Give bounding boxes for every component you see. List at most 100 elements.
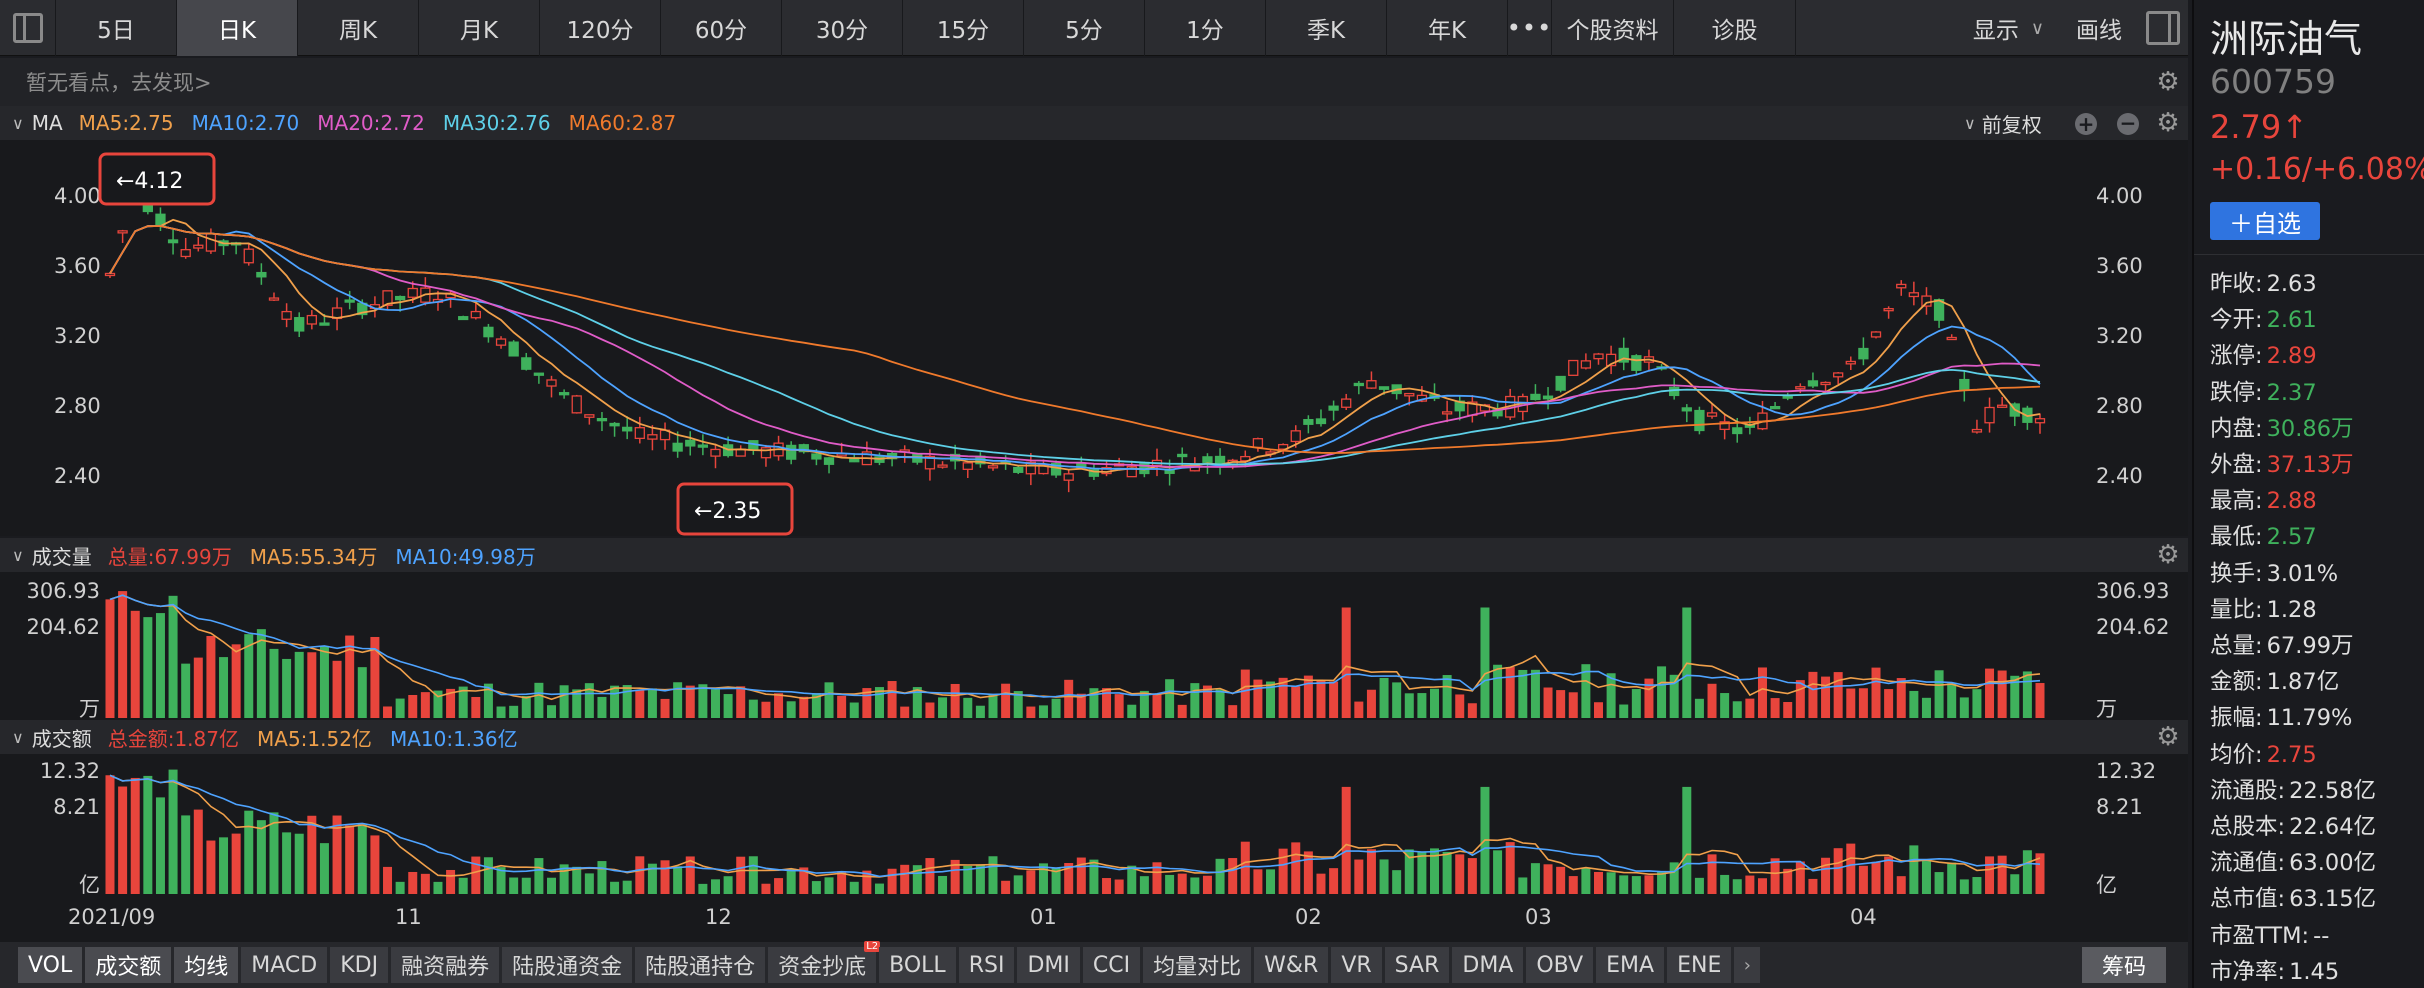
chevron-down-icon[interactable]: ∨	[12, 113, 24, 133]
indicator-tab[interactable]: VOL	[18, 947, 83, 983]
ma-pane-title[interactable]: MA	[31, 111, 63, 135]
volume-bar	[1266, 681, 1276, 718]
indicator-tab[interactable]: MACD	[241, 947, 328, 983]
indicator-tab[interactable]: 陆股通持仓	[635, 947, 766, 983]
tab-period[interactable]: 年K	[1387, 0, 1508, 56]
amount-pane-title[interactable]: 成交额	[31, 726, 92, 751]
volume-bar	[458, 686, 468, 718]
volume-bar	[673, 866, 683, 894]
indicator-tab[interactable]: VR	[1331, 947, 1382, 983]
tab-period[interactable]: 月K	[419, 0, 540, 56]
x-axis-label: 01	[1030, 905, 1057, 929]
volume-bar	[1064, 863, 1074, 894]
volume-chart[interactable]: 306.93 306.93 204.62 204.62 万 万	[0, 572, 2188, 721]
volume-bar	[294, 833, 304, 894]
indicator-tab[interactable]: RSI	[958, 947, 1015, 983]
gear-icon[interactable]: ⚙	[2156, 108, 2180, 138]
volume-bar	[1795, 861, 1805, 894]
insight-hint-text[interactable]: 暂无看点，去发现>	[26, 71, 212, 95]
add-watchlist-button[interactable]: ＋自选	[2210, 202, 2320, 240]
chevron-down-icon[interactable]: ∨	[12, 727, 24, 747]
indicator-tab[interactable]: EMA	[1596, 947, 1665, 983]
quote-value: --	[2313, 922, 2330, 949]
quote-row: 换手: 3.01%	[2210, 556, 2338, 588]
amount-chart-area[interactable]: 12.32 12.32 8.21 8.21 亿 亿 2021/09 11 12 01 02 03 04	[0, 754, 2188, 942]
amount-chart[interactable]: 12.32 12.32 8.21 8.21 亿 亿 2021/09 11 12 01 02 03 04	[0, 754, 2188, 942]
volume-pane-title[interactable]: 成交量	[31, 544, 92, 569]
indicator-tab[interactable]: 均线	[174, 947, 239, 983]
indicator-tab[interactable]: ENE	[1667, 947, 1732, 983]
volume-bar	[1404, 849, 1414, 894]
sidebar-toggle-icon[interactable]	[0, 0, 56, 56]
more-periods-button[interactable]: •••	[1507, 0, 1552, 56]
kline-chart-area[interactable]: 4.00 4.00 3.60 3.60 3.20 3.20 2.80 2.80 2.40 2.40…	[0, 140, 2188, 536]
volume-bar	[256, 629, 266, 718]
candle-body	[1719, 421, 1730, 431]
zoom-out-icon[interactable]: −	[2117, 113, 2139, 135]
tab-period[interactable]: 周K	[298, 0, 419, 56]
tab-period[interactable]: 季K	[1266, 0, 1387, 56]
tab-period[interactable]: 15分	[903, 0, 1024, 56]
draw-line-button[interactable]: 画线	[2076, 18, 2122, 44]
stock-diagnosis-button[interactable]: 诊股	[1674, 0, 1796, 56]
quote-label: 市净率:	[2210, 958, 2286, 985]
quote-row: 市净率: 1.45	[2210, 954, 2339, 986]
volume-bar	[761, 883, 771, 894]
volume-bar	[1228, 705, 1238, 718]
stock-profile-button[interactable]: 个股资料	[1552, 0, 1674, 56]
indicator-tab[interactable]: KDJ	[330, 947, 389, 983]
volume-bar	[1909, 845, 1919, 894]
volume-bar	[1783, 868, 1793, 894]
tab-period[interactable]: 5日	[56, 0, 177, 56]
indicator-tab[interactable]: CCI	[1082, 947, 1141, 983]
indicator-tab[interactable]: W&R	[1254, 947, 1329, 983]
volume-bar	[1026, 706, 1036, 718]
gear-icon[interactable]: ⚙	[2156, 67, 2180, 97]
volume-bar	[647, 863, 657, 894]
tab-period[interactable]: 30分	[782, 0, 903, 56]
insight-hint-bar[interactable]: 暂无看点，去发现>	[0, 58, 2188, 106]
candle-body	[1870, 331, 1882, 338]
indicator-tab[interactable]: 陆股通资金	[502, 947, 633, 983]
tab-period[interactable]: 60分	[661, 0, 782, 56]
tab-period[interactable]: 120分	[540, 0, 661, 56]
ma-line	[109, 225, 2041, 471]
candle-body	[1013, 466, 1024, 473]
volume-bar	[1720, 693, 1730, 718]
candle-body	[1441, 411, 1453, 415]
tab-period[interactable]: 5分	[1024, 0, 1145, 56]
quote-label: 均价:	[2210, 741, 2263, 768]
volume-bar	[181, 663, 191, 718]
tab-period[interactable]: 1分	[1145, 0, 1266, 56]
indicator-tab[interactable]: DMA	[1452, 947, 1524, 983]
kline-chart[interactable]: 4.00 4.00 3.60 3.60 3.20 3.20 2.80 2.80 2.40 2.40…	[0, 140, 2188, 536]
indicator-tab[interactable]: 均量对比	[1143, 947, 1252, 983]
chip-distribution-button[interactable]: 筹码	[2081, 947, 2166, 983]
chevron-down-icon[interactable]: ∨	[12, 545, 24, 565]
candle-body	[1353, 382, 1364, 387]
volume-chart-area[interactable]: 306.93 306.93 204.62 204.62 万 万	[0, 572, 2188, 721]
volume-bar	[1493, 850, 1503, 894]
volume-bar	[1266, 869, 1276, 894]
volume-bar	[938, 697, 948, 718]
indicator-tab[interactable]: SAR	[1384, 947, 1450, 983]
indicator-tab[interactable]: BOLL	[879, 947, 956, 983]
volume-bar	[786, 701, 796, 718]
indicator-tab[interactable]: 资金抄底 L2	[768, 941, 881, 983]
adjust-dropdown[interactable]: ∨ 前复权	[1964, 106, 2042, 140]
x-axis-label: 2021/09	[68, 905, 155, 929]
display-dropdown[interactable]: 显示 ∨	[1957, 0, 2060, 56]
tab-period[interactable]: 日K	[177, 0, 298, 56]
candle-body	[558, 392, 570, 396]
volume-bar	[1732, 879, 1742, 894]
indicator-tab[interactable]: OBV	[1526, 947, 1594, 983]
volume-bar	[130, 610, 140, 718]
indicator-tab[interactable]: DMI	[1017, 947, 1080, 983]
right-panel-toggle-icon[interactable]	[2138, 0, 2188, 56]
zoom-in-icon[interactable]: +	[2075, 113, 2097, 135]
indicator-tab[interactable]: 成交额	[85, 947, 172, 983]
gear-icon[interactable]: ⚙	[2156, 722, 2180, 752]
gear-icon[interactable]: ⚙	[2156, 540, 2180, 570]
indicator-tab[interactable]: 融资融券	[391, 947, 500, 983]
chevron-right-icon[interactable]: ›	[1734, 947, 1761, 983]
